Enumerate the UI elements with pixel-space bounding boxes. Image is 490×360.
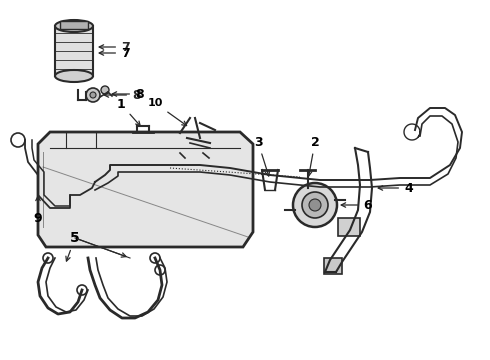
Text: 9: 9 (34, 196, 42, 225)
Text: 4: 4 (378, 181, 413, 194)
Circle shape (11, 133, 25, 147)
Circle shape (90, 92, 96, 98)
FancyBboxPatch shape (55, 26, 93, 76)
Circle shape (101, 86, 109, 94)
Text: 1: 1 (117, 98, 140, 126)
Circle shape (86, 88, 100, 102)
Bar (338, 218, 360, 236)
Circle shape (43, 253, 53, 263)
FancyBboxPatch shape (60, 21, 88, 29)
Text: 3: 3 (254, 135, 270, 176)
Circle shape (303, 187, 313, 197)
Text: 2: 2 (307, 135, 319, 176)
Circle shape (155, 265, 165, 275)
Ellipse shape (55, 70, 93, 82)
Text: 7: 7 (99, 41, 130, 54)
Text: 8: 8 (112, 87, 144, 100)
Circle shape (309, 199, 321, 211)
Circle shape (77, 285, 87, 295)
Text: 8: 8 (104, 89, 141, 102)
Text: 6: 6 (341, 198, 371, 212)
Text: 7: 7 (99, 46, 130, 59)
Text: 5: 5 (66, 231, 80, 261)
Circle shape (150, 253, 160, 263)
Text: 10: 10 (147, 98, 187, 126)
Bar (324, 258, 342, 274)
Ellipse shape (55, 20, 93, 32)
Polygon shape (38, 132, 253, 247)
Circle shape (293, 183, 337, 227)
Circle shape (302, 192, 328, 218)
